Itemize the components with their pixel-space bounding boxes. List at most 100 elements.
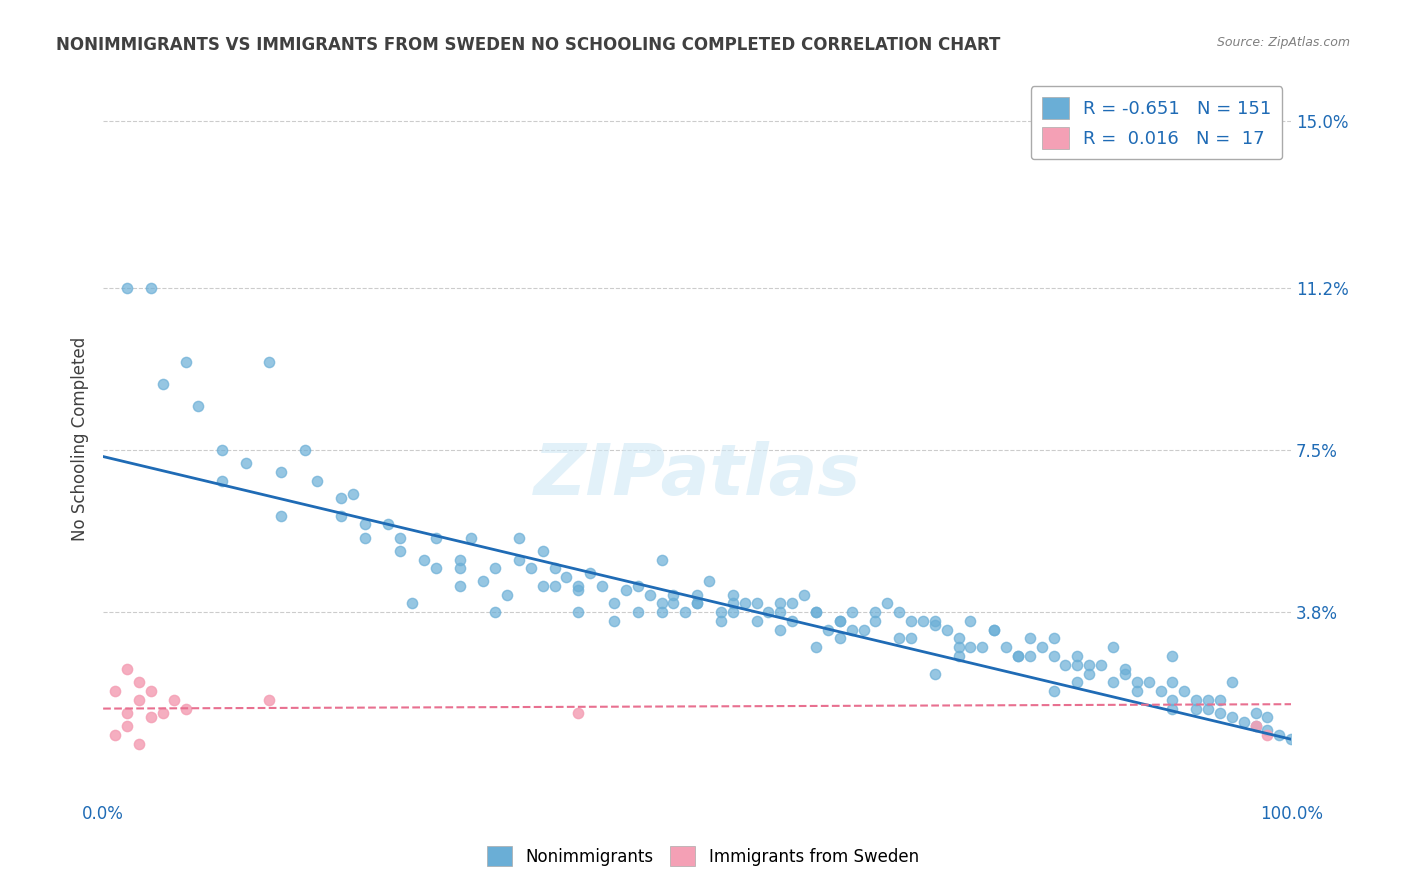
Point	[139, 684, 162, 698]
Point	[1197, 701, 1219, 715]
Point	[472, 574, 495, 589]
Point	[804, 605, 827, 619]
Point	[152, 706, 174, 720]
Point	[1220, 675, 1243, 690]
Point	[627, 605, 650, 619]
Point	[769, 605, 792, 619]
Point	[353, 517, 375, 532]
Point	[508, 552, 530, 566]
Point	[1007, 648, 1029, 663]
Point	[1220, 710, 1243, 724]
Point	[1161, 648, 1184, 663]
Point	[567, 583, 589, 598]
Point	[1066, 648, 1088, 663]
Point	[721, 596, 744, 610]
Point	[377, 517, 399, 532]
Point	[259, 355, 281, 369]
Point	[1209, 693, 1232, 707]
Point	[1244, 719, 1267, 733]
Point	[1279, 732, 1302, 747]
Point	[1102, 640, 1125, 655]
Point	[1256, 723, 1278, 738]
Point	[948, 632, 970, 646]
Point	[828, 614, 851, 628]
Point	[841, 623, 863, 637]
Point	[804, 605, 827, 619]
Point	[1161, 701, 1184, 715]
Point	[128, 737, 150, 751]
Point	[128, 675, 150, 690]
Point	[235, 456, 257, 470]
Point	[721, 588, 744, 602]
Point	[876, 596, 898, 610]
Point	[1137, 675, 1160, 690]
Point	[1256, 728, 1278, 742]
Point	[1042, 684, 1064, 698]
Point	[1102, 675, 1125, 690]
Legend: Nonimmigrants, Immigrants from Sweden: Nonimmigrants, Immigrants from Sweden	[479, 838, 927, 875]
Point	[972, 640, 994, 655]
Point	[959, 614, 981, 628]
Point	[115, 281, 138, 295]
Point	[710, 605, 733, 619]
Point	[496, 588, 519, 602]
Point	[1066, 675, 1088, 690]
Point	[389, 531, 412, 545]
Point	[305, 474, 328, 488]
Point	[651, 596, 673, 610]
Point	[1233, 714, 1256, 729]
Point	[294, 442, 316, 457]
Point	[508, 531, 530, 545]
Point	[389, 543, 412, 558]
Point	[531, 579, 554, 593]
Point	[174, 701, 197, 715]
Point	[425, 561, 447, 575]
Point	[1114, 666, 1136, 681]
Point	[401, 596, 423, 610]
Point	[1268, 728, 1291, 742]
Point	[555, 570, 578, 584]
Point	[353, 531, 375, 545]
Point	[959, 640, 981, 655]
Point	[911, 614, 934, 628]
Point	[211, 442, 233, 457]
Y-axis label: No Schooling Completed: No Schooling Completed	[72, 337, 89, 541]
Point	[484, 561, 506, 575]
Point	[270, 465, 292, 479]
Point	[187, 399, 209, 413]
Point	[686, 596, 709, 610]
Point	[769, 623, 792, 637]
Point	[163, 693, 186, 707]
Point	[603, 596, 626, 610]
Point	[579, 566, 602, 580]
Point	[567, 605, 589, 619]
Point	[828, 632, 851, 646]
Point	[651, 605, 673, 619]
Point	[449, 552, 471, 566]
Point	[1126, 675, 1149, 690]
Point	[449, 579, 471, 593]
Point	[1018, 648, 1040, 663]
Point	[865, 605, 887, 619]
Point	[413, 552, 436, 566]
Point	[1090, 657, 1112, 672]
Point	[673, 605, 696, 619]
Point	[662, 588, 685, 602]
Point	[948, 648, 970, 663]
Point	[104, 728, 127, 742]
Point	[935, 623, 957, 637]
Point	[591, 579, 613, 593]
Point	[734, 596, 756, 610]
Point	[1161, 675, 1184, 690]
Point	[329, 508, 352, 523]
Point	[1054, 657, 1077, 672]
Point	[900, 632, 922, 646]
Point	[983, 623, 1005, 637]
Point	[1185, 693, 1208, 707]
Text: NONIMMIGRANTS VS IMMIGRANTS FROM SWEDEN NO SCHOOLING COMPLETED CORRELATION CHART: NONIMMIGRANTS VS IMMIGRANTS FROM SWEDEN …	[56, 36, 1001, 54]
Point	[817, 623, 839, 637]
Point	[1078, 657, 1101, 672]
Point	[793, 588, 815, 602]
Point	[769, 596, 792, 610]
Point	[924, 614, 946, 628]
